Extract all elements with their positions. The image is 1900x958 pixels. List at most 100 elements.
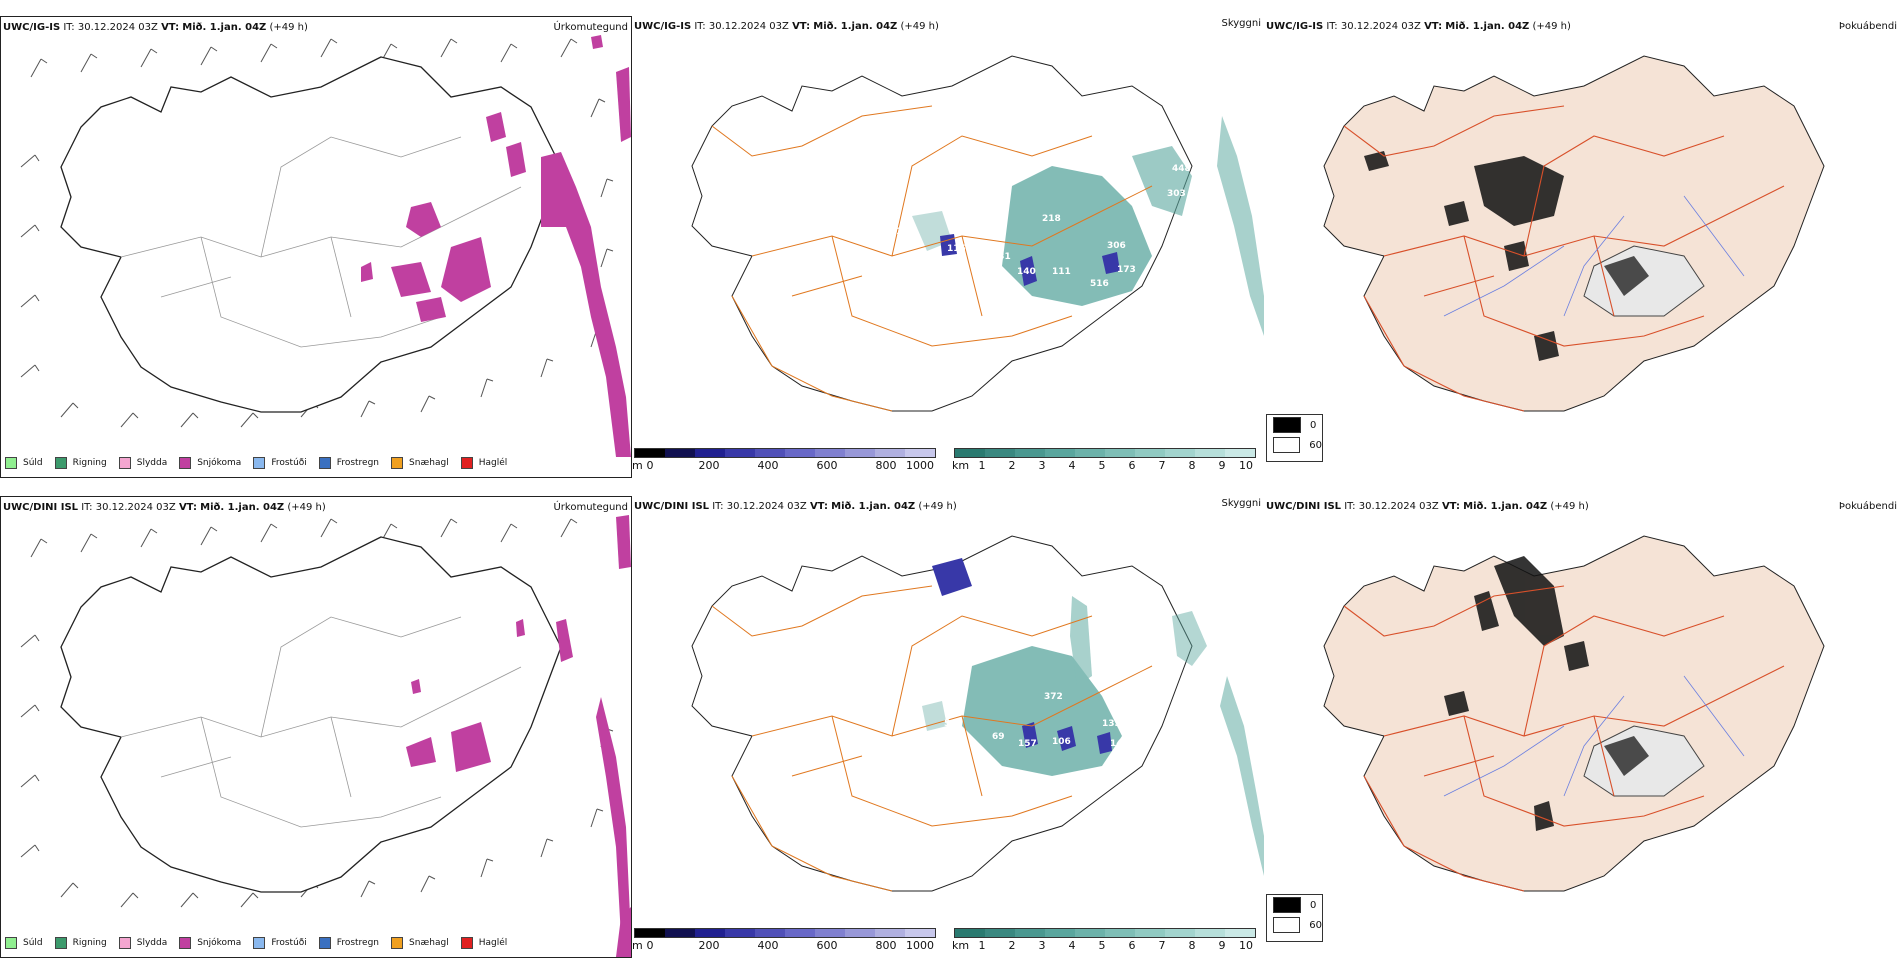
visibility-tick: 3 — [1038, 459, 1046, 472]
legend-item-frostregn: Frostregn — [318, 937, 379, 949]
ceiling-label: 111 — [1052, 267, 1071, 277]
fog-areas — [1364, 151, 1564, 361]
ceiling-label: 144 — [1110, 739, 1129, 749]
panel-header: UWC/DINI ISL IT: 30.12.2024 03Z VT: Mið.… — [3, 502, 326, 513]
height-colorbar-boxes — [634, 448, 936, 458]
height-tick: 1000 — [906, 459, 934, 472]
visibility-tick: 1 — [978, 939, 986, 952]
height-tick: 800 — [875, 459, 897, 472]
ceiling-label: 135 — [1102, 719, 1121, 729]
visibility-tick: 4 — [1068, 939, 1076, 952]
ceiling-label: 173 — [1117, 265, 1136, 275]
visibility-panel-bottom: 372 157 106 135 144 56 69 UWC/DINI ISL I… — [632, 496, 1264, 958]
precip-type-map — [20, 515, 631, 957]
fog-index-legend-bottom: 0 60 — [1266, 894, 1323, 942]
road-network — [120, 136, 522, 348]
legend-swatch — [391, 457, 404, 469]
ceiling-label: 140 — [1017, 267, 1036, 277]
panel-header: UWC/DINI ISL IT: 30.12.2024 03Z VT: Mið.… — [1266, 501, 1589, 512]
snowfall-areas — [406, 515, 631, 957]
visibility-tick: 10 — [1239, 459, 1253, 472]
legend-item-sudl: Súld — [5, 937, 43, 949]
ceiling-label: 303 — [1167, 189, 1186, 199]
visibility-colorbar-boxes — [954, 448, 1256, 458]
legend-swatch — [460, 937, 473, 949]
road-network — [120, 616, 522, 828]
height-colorbar: m 0 200 400 600 800 1000 — [632, 928, 936, 952]
height-unit: m — [632, 939, 643, 952]
ceiling-label: 516 — [1090, 279, 1109, 289]
height-tick: 400 — [757, 939, 779, 952]
precip-type-panel-bottom: UWC/DINI ISL IT: 30.12.2024 03Z VT: Mið.… — [0, 496, 632, 958]
panel-title: Úrkomutegund — [553, 22, 628, 33]
snowfall-areas — [361, 35, 631, 457]
visibility-tick: 6 — [1128, 459, 1136, 472]
legend-swatch — [5, 457, 17, 469]
legend-swatch — [318, 937, 331, 949]
road-network — [711, 585, 1153, 892]
height-tick: 200 — [698, 459, 720, 472]
ceiling-label: 218 — [1042, 214, 1061, 224]
visibility-tick: 2 — [1008, 459, 1016, 472]
visibility-map: 49 448 303 220 218 115 331 140 111 306 1… — [691, 55, 1264, 412]
visibility-tick: 7 — [1158, 459, 1166, 472]
height-colorbar: m 0 200 400 600 800 1000 — [632, 448, 936, 472]
fog-index-map — [1323, 535, 1825, 892]
visibility-map: 372 157 106 135 144 56 69 — [691, 535, 1264, 892]
panel-header: UWC/DINI ISL IT: 30.12.2024 03Z VT: Mið.… — [634, 501, 957, 512]
legend-item-hagel: Haglél — [460, 937, 507, 949]
legend-item-snaehagl: Snæhagl — [391, 457, 449, 469]
visibility-unit: km — [952, 459, 970, 472]
legend-swatch — [118, 457, 131, 469]
panel-title: Skyggni — [1221, 18, 1261, 29]
visibility-tick: 9 — [1218, 939, 1226, 952]
legend-item-frostudi: Frostúði — [253, 457, 307, 469]
iceland-outline — [60, 56, 562, 413]
visibility-tick: 3 — [1038, 939, 1046, 952]
panel-title: Skyggni — [1221, 498, 1261, 509]
visibility-tick: 8 — [1188, 939, 1196, 952]
fog-index-panel-bottom: UWC/DINI ISL IT: 30.12.2024 03Z VT: Mið.… — [1264, 496, 1900, 958]
legend-swatch — [54, 937, 67, 949]
ceiling-areas — [940, 234, 1120, 286]
panel-title: Þokuábendi — [1838, 21, 1897, 32]
legend-swatch — [179, 937, 192, 949]
fog-index-map — [1323, 55, 1825, 412]
ceiling-label: 56 — [944, 719, 957, 729]
height-tick: 600 — [816, 459, 838, 472]
legend-swatch — [318, 457, 331, 469]
legend-item-sudl: Súld — [5, 457, 43, 469]
ceiling-label: 157 — [1018, 739, 1037, 749]
legend-item-rigning: Rigning — [54, 937, 107, 949]
height-colorbar-boxes — [634, 928, 936, 938]
road-network — [711, 105, 1153, 412]
panel-title: Úrkomutegund — [553, 502, 628, 513]
ceiling-label: 448 — [1172, 164, 1191, 174]
panel-header: UWC/IG-IS IT: 30.12.2024 03Z VT: Mið. 1.… — [1266, 21, 1571, 32]
legend-swatch — [253, 457, 266, 469]
legend-item-frostudi: Frostúði — [253, 937, 307, 949]
fog-areas — [1444, 556, 1589, 831]
fog-legend-swatch — [1273, 417, 1301, 433]
legend-item-slydda: Slydda — [118, 937, 167, 949]
ceiling-value-labels: 372 157 106 135 144 56 69 — [944, 692, 1129, 749]
panel-title: Þokuábendi — [1838, 501, 1897, 512]
legend-swatch — [179, 457, 192, 469]
visibility-colorbar-boxes — [954, 928, 1256, 938]
visibility-tick: 5 — [1098, 459, 1106, 472]
fog-legend-swatch — [1273, 437, 1301, 453]
height-tick: 0 — [646, 939, 654, 952]
legend-item-snjokoma: Snjókoma — [179, 937, 241, 949]
legend-item-snjokoma: Snjókoma — [179, 457, 241, 469]
height-tick: 0 — [646, 459, 654, 472]
visibility-tick: 2 — [1008, 939, 1016, 952]
visibility-tick: 10 — [1239, 939, 1253, 952]
legend-item-frostregn: Frostregn — [318, 457, 379, 469]
panel-header: UWC/IG-IS IT: 30.12.2024 03Z VT: Mið. 1.… — [3, 22, 308, 33]
rivers — [1443, 195, 1745, 317]
legend-item-snaehagl: Snæhagl — [391, 937, 449, 949]
legend-item-hagel: Haglél — [460, 457, 507, 469]
visibility-unit: km — [952, 939, 970, 952]
road-network — [1343, 105, 1785, 412]
legend-item-rigning: Rigning — [54, 457, 107, 469]
